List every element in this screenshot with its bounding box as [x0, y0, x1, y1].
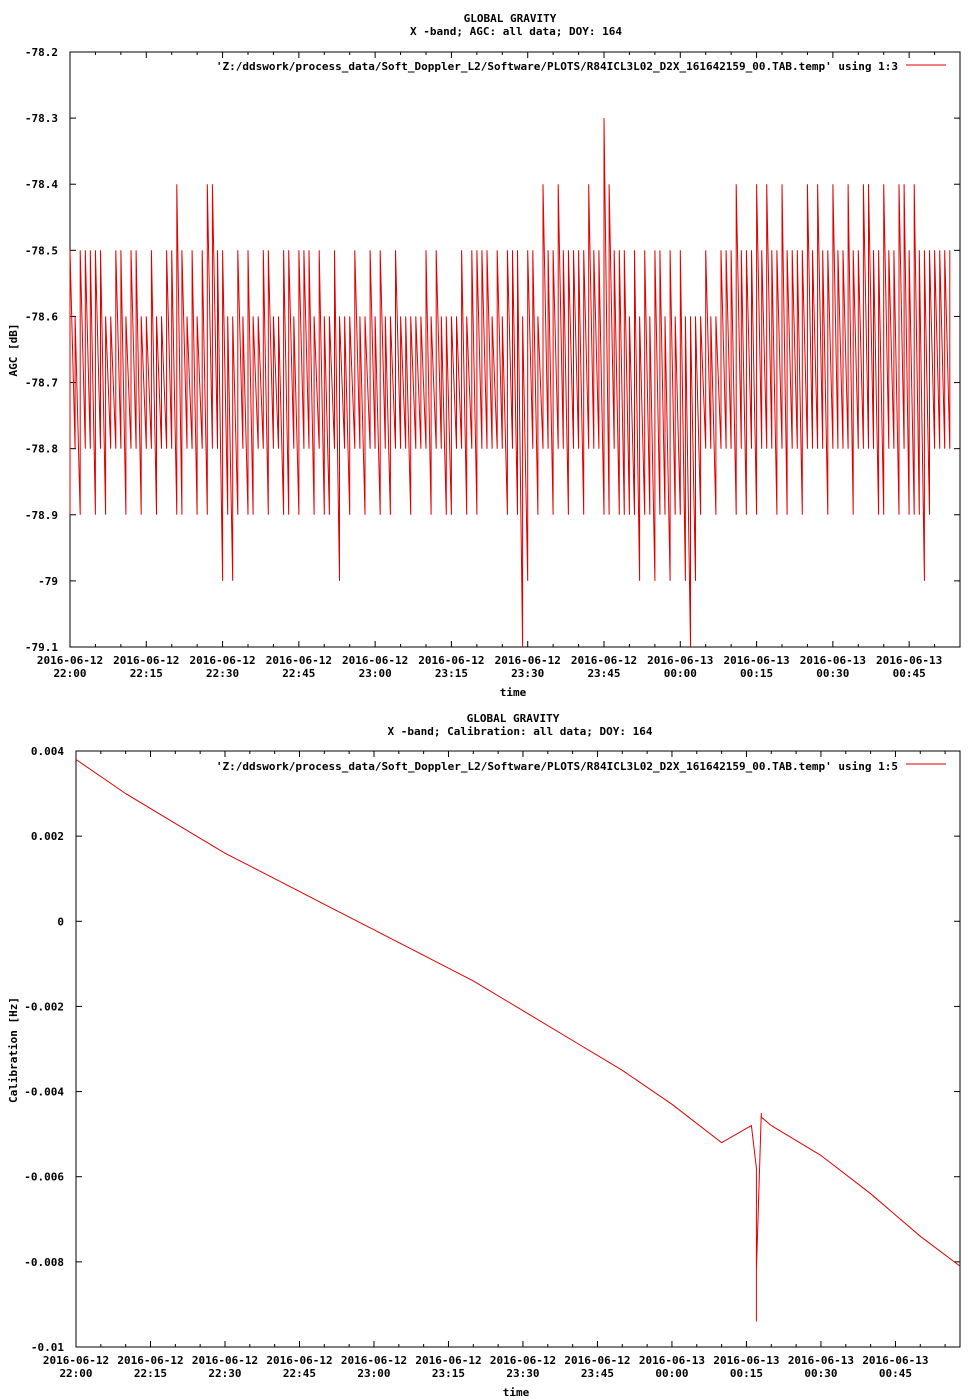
agc-chart: GLOBAL GRAVITY X -band; AGC: all data; D…: [7, 12, 961, 699]
x-tick-time: 23:00: [359, 667, 392, 680]
x-tick-time: 00:15: [730, 1367, 763, 1380]
x-tick-date: 2016-06-13: [800, 654, 866, 667]
x-tick-time: 22:00: [53, 667, 86, 680]
x-tick-time: 23:15: [432, 1367, 465, 1380]
plot-frame: [69, 51, 961, 648]
legend-label: 'Z:/ddswork/process_data/Soft_Doppler_L2…: [216, 760, 898, 773]
y-tick-label: -78.8: [25, 443, 58, 456]
y-tick-label: -78.5: [25, 244, 58, 257]
calibration-chart: GLOBAL GRAVITY X -band; Calibration: all…: [7, 712, 961, 1399]
y-tick-label: -78.2: [25, 46, 58, 59]
x-tick-date: 2016-06-12: [266, 654, 332, 667]
chart-subtitle: X -band; Calibration: all data; DOY: 164: [388, 725, 653, 738]
y-tick-label: 0.002: [31, 830, 64, 843]
y-tick-label: -0.01: [31, 1341, 64, 1354]
x-tick-date: 2016-06-13: [723, 654, 789, 667]
x-tick-date: 2016-06-12: [192, 1354, 258, 1367]
series-line: [75, 759, 961, 1322]
x-tick-time: 23:45: [581, 1367, 614, 1380]
x-axis-label: time: [500, 686, 527, 699]
x-tick-date: 2016-06-13: [876, 654, 942, 667]
x-tick-date: 2016-06-13: [647, 654, 713, 667]
x-tick-date: 2016-06-12: [37, 654, 103, 667]
x-tick-date: 2016-06-12: [418, 654, 484, 667]
x-tick-time: 00:45: [893, 667, 926, 680]
series-line: [69, 118, 951, 648]
x-tick-time: 22:30: [208, 1367, 241, 1380]
x-tick-time: 00:00: [664, 667, 697, 680]
x-tick-time: 22:30: [206, 667, 239, 680]
x-tick-date: 2016-06-12: [117, 1354, 183, 1367]
x-tick-date: 2016-06-12: [495, 654, 561, 667]
y-tick-label: -0.006: [24, 1171, 64, 1184]
x-tick-date: 2016-06-12: [341, 1354, 407, 1367]
x-tick-date: 2016-06-12: [43, 1354, 109, 1367]
y-tick-label: -0.002: [24, 1000, 64, 1013]
y-tick-label: -78.6: [25, 310, 58, 323]
x-tick-time: 22:15: [130, 667, 163, 680]
chart-title: GLOBAL GRAVITY: [467, 712, 560, 725]
y-tick-label: -0.004: [24, 1086, 64, 1099]
x-tick-time: 23:30: [506, 1367, 539, 1380]
chart-subtitle: X -band; AGC: all data; DOY: 164: [410, 25, 622, 38]
x-tick-time: 00:30: [816, 667, 849, 680]
y-tick-label: -78.7: [25, 377, 58, 390]
x-tick-date: 2016-06-13: [713, 1354, 779, 1367]
chart-title: GLOBAL GRAVITY: [464, 12, 557, 25]
x-tick-time: 23:45: [587, 667, 620, 680]
y-tick-label: -79: [38, 575, 58, 588]
y-tick-label: -78.9: [25, 509, 58, 522]
y-axis-label: AGC [dB]: [7, 324, 20, 377]
x-tick-time: 22:45: [283, 1367, 316, 1380]
x-tick-date: 2016-06-12: [564, 1354, 630, 1367]
x-tick-time: 22:15: [134, 1367, 167, 1380]
x-axis-label: time: [503, 1386, 530, 1399]
x-tick-time: 22:00: [59, 1367, 92, 1380]
x-tick-date: 2016-06-12: [415, 1354, 481, 1367]
x-tick-time: 00:15: [740, 667, 773, 680]
x-tick-date: 2016-06-12: [571, 654, 637, 667]
x-tick-date: 2016-06-13: [788, 1354, 854, 1367]
y-tick-label: -79.1: [25, 641, 58, 654]
y-tick-label: -78.4: [25, 178, 58, 191]
y-axis-label: Calibration [Hz]: [7, 997, 20, 1103]
x-tick-date: 2016-06-12: [342, 654, 408, 667]
x-tick-date: 2016-06-13: [862, 1354, 928, 1367]
x-tick-date: 2016-06-12: [490, 1354, 556, 1367]
legend-label: 'Z:/ddswork/process_data/Soft_Doppler_L2…: [216, 60, 898, 73]
x-tick-date: 2016-06-12: [266, 1354, 332, 1367]
x-tick-time: 23:30: [511, 667, 544, 680]
y-tick-label: 0: [57, 915, 64, 928]
x-tick-time: 22:45: [282, 667, 315, 680]
x-tick-date: 2016-06-12: [189, 654, 255, 667]
y-tick-label: -78.3: [25, 112, 58, 125]
x-tick-date: 2016-06-13: [639, 1354, 705, 1367]
x-tick-time: 00:30: [804, 1367, 837, 1380]
x-tick-time: 23:15: [435, 667, 468, 680]
y-tick-label: 0.004: [31, 745, 64, 758]
plot-frame: [75, 750, 961, 1348]
x-tick-time: 00:00: [655, 1367, 688, 1380]
x-tick-time: 00:45: [879, 1367, 912, 1380]
x-tick-time: 23:00: [357, 1367, 390, 1380]
x-tick-date: 2016-06-12: [113, 654, 179, 667]
y-tick-label: -0.008: [24, 1256, 64, 1269]
